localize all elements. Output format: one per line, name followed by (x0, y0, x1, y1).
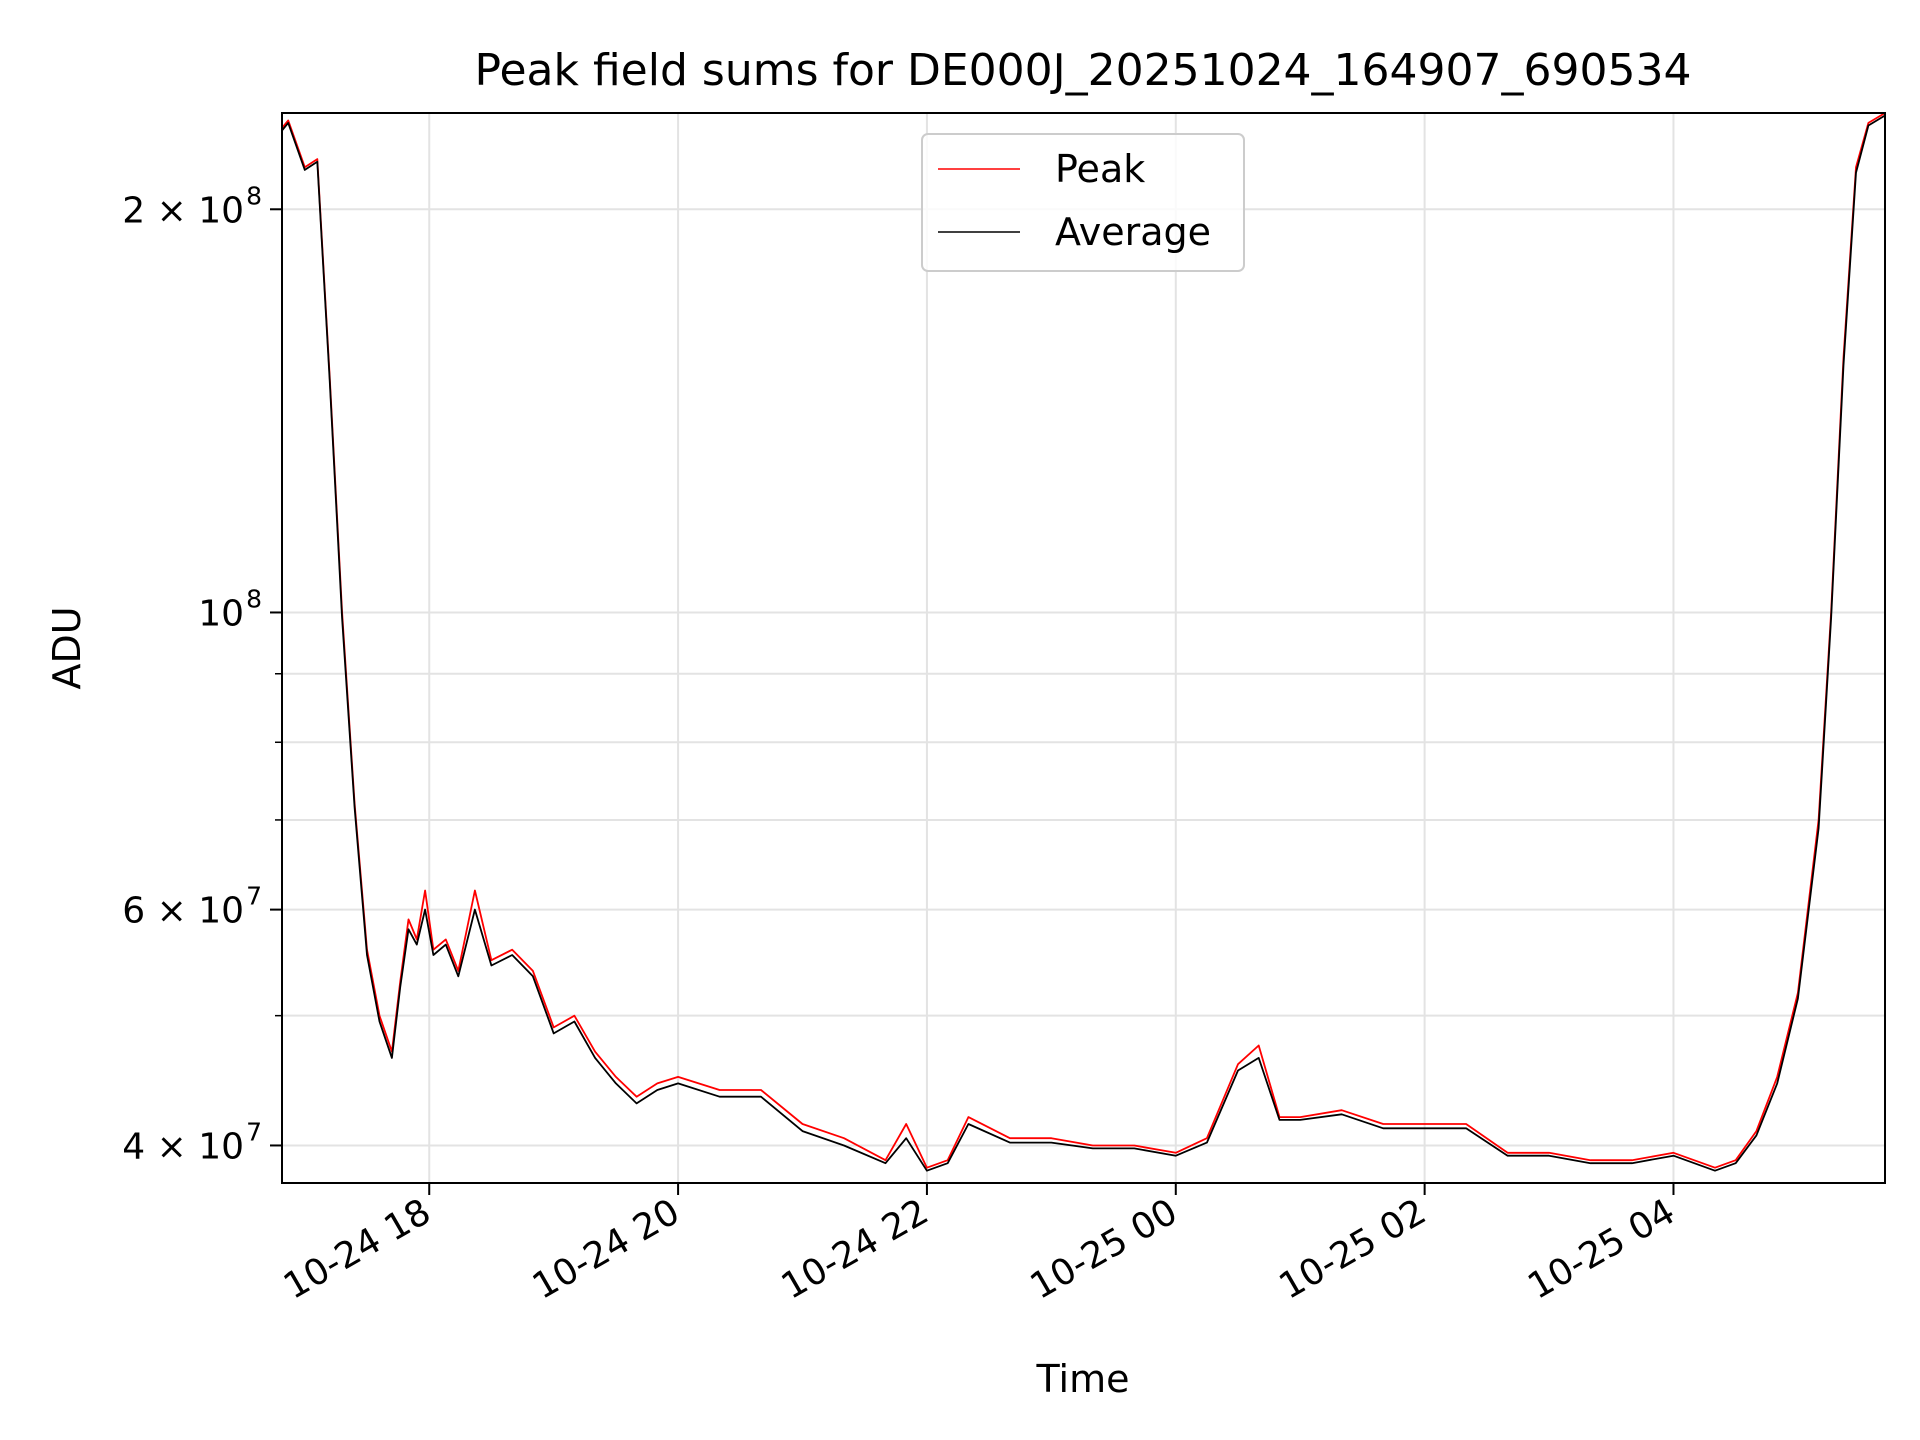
y-tick-label: 6 × 10 (122, 891, 244, 932)
legend: Peak Average (921, 133, 1245, 272)
y-tick-label: 2 × 10 (122, 190, 244, 231)
y-tick-label: 10 (198, 593, 244, 634)
series-line-average (281, 114, 1886, 1172)
y-tick-label: 4 × 10 (122, 1126, 244, 1167)
x-axis-label: Time (1036, 1357, 1130, 1401)
y-tick-exponent: 8 (246, 584, 262, 613)
legend-label-average: Average (1055, 210, 1211, 254)
legend-label-peak: Peak (1055, 147, 1145, 191)
series-layer (281, 112, 1886, 1172)
y-tick-exponent: 8 (246, 181, 262, 210)
plot-frame (281, 112, 1886, 1184)
y-axis-label: ADU (45, 606, 89, 689)
y-axis: 4 × 10 76 × 10 710 82 × 10 8 (122, 181, 282, 1167)
chart-title: Peak field sums for DE000J_20251024_1649… (475, 45, 1692, 96)
y-tick-exponent: 7 (246, 882, 262, 911)
series-line-peak (281, 112, 1886, 1169)
y-tick-exponent: 7 (246, 1117, 262, 1146)
